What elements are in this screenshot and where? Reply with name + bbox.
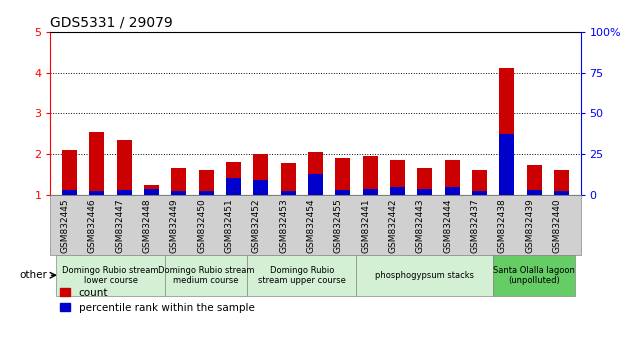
Bar bbox=[253, 181, 268, 195]
Text: Domingo Rubio
stream upper course: Domingo Rubio stream upper course bbox=[258, 266, 346, 285]
Text: Domingo Rubio stream
medium course: Domingo Rubio stream medium course bbox=[158, 266, 254, 285]
Bar bbox=[281, 192, 296, 195]
Text: GSM832449: GSM832449 bbox=[170, 198, 179, 253]
Text: GSM832453: GSM832453 bbox=[279, 198, 288, 253]
Text: GSM832451: GSM832451 bbox=[225, 198, 233, 253]
Text: other: other bbox=[20, 270, 47, 280]
Text: GSM832446: GSM832446 bbox=[88, 198, 97, 253]
Bar bbox=[308, 175, 323, 195]
Bar bbox=[117, 190, 132, 195]
Bar bbox=[199, 170, 214, 195]
Bar bbox=[499, 69, 514, 195]
Text: Santa Olalla lagoon
(unpolluted): Santa Olalla lagoon (unpolluted) bbox=[493, 266, 575, 285]
Text: phosphogypsum stacks: phosphogypsum stacks bbox=[375, 271, 475, 280]
Bar bbox=[226, 178, 241, 195]
Text: GSM832448: GSM832448 bbox=[143, 198, 151, 253]
Bar bbox=[90, 190, 105, 195]
Bar bbox=[199, 192, 214, 195]
Bar bbox=[253, 154, 268, 195]
Text: GSM832443: GSM832443 bbox=[416, 198, 425, 253]
Text: GSM832454: GSM832454 bbox=[307, 198, 316, 253]
Bar bbox=[554, 192, 569, 195]
Text: GSM832437: GSM832437 bbox=[471, 198, 480, 253]
Bar bbox=[526, 190, 541, 195]
Text: GDS5331 / 29079: GDS5331 / 29079 bbox=[50, 15, 174, 29]
Bar bbox=[62, 150, 77, 195]
Text: GSM832440: GSM832440 bbox=[552, 198, 562, 253]
Bar bbox=[335, 158, 350, 195]
Text: GSM832442: GSM832442 bbox=[389, 198, 398, 253]
Bar bbox=[144, 184, 159, 195]
Text: GSM832455: GSM832455 bbox=[334, 198, 343, 253]
Bar bbox=[308, 152, 323, 195]
Bar bbox=[499, 133, 514, 195]
Bar bbox=[90, 132, 105, 195]
Bar bbox=[390, 160, 405, 195]
Text: GSM832450: GSM832450 bbox=[198, 198, 206, 253]
Text: GSM832438: GSM832438 bbox=[498, 198, 507, 253]
Text: GSM832444: GSM832444 bbox=[443, 198, 452, 253]
Bar bbox=[363, 156, 378, 195]
Text: GSM832441: GSM832441 bbox=[361, 198, 370, 253]
Legend: count, percentile rank within the sample: count, percentile rank within the sample bbox=[56, 284, 259, 317]
Bar bbox=[144, 189, 159, 195]
Bar bbox=[172, 168, 186, 195]
Bar bbox=[445, 187, 459, 195]
Text: GSM832445: GSM832445 bbox=[61, 198, 69, 253]
Bar bbox=[472, 170, 487, 195]
Bar bbox=[117, 140, 132, 195]
Bar bbox=[554, 170, 569, 195]
Text: GSM832439: GSM832439 bbox=[525, 198, 534, 253]
Bar bbox=[363, 189, 378, 195]
Bar bbox=[335, 190, 350, 195]
Text: GSM832452: GSM832452 bbox=[252, 198, 261, 253]
Bar bbox=[417, 168, 432, 195]
Text: GSM832447: GSM832447 bbox=[115, 198, 124, 253]
Bar bbox=[445, 160, 459, 195]
Bar bbox=[390, 187, 405, 195]
Bar bbox=[62, 190, 77, 195]
Bar bbox=[526, 165, 541, 195]
Bar bbox=[472, 192, 487, 195]
Text: Domingo Rubio stream
lower course: Domingo Rubio stream lower course bbox=[62, 266, 159, 285]
Bar bbox=[281, 163, 296, 195]
Bar bbox=[226, 162, 241, 195]
Bar bbox=[417, 189, 432, 195]
Bar bbox=[172, 190, 186, 195]
